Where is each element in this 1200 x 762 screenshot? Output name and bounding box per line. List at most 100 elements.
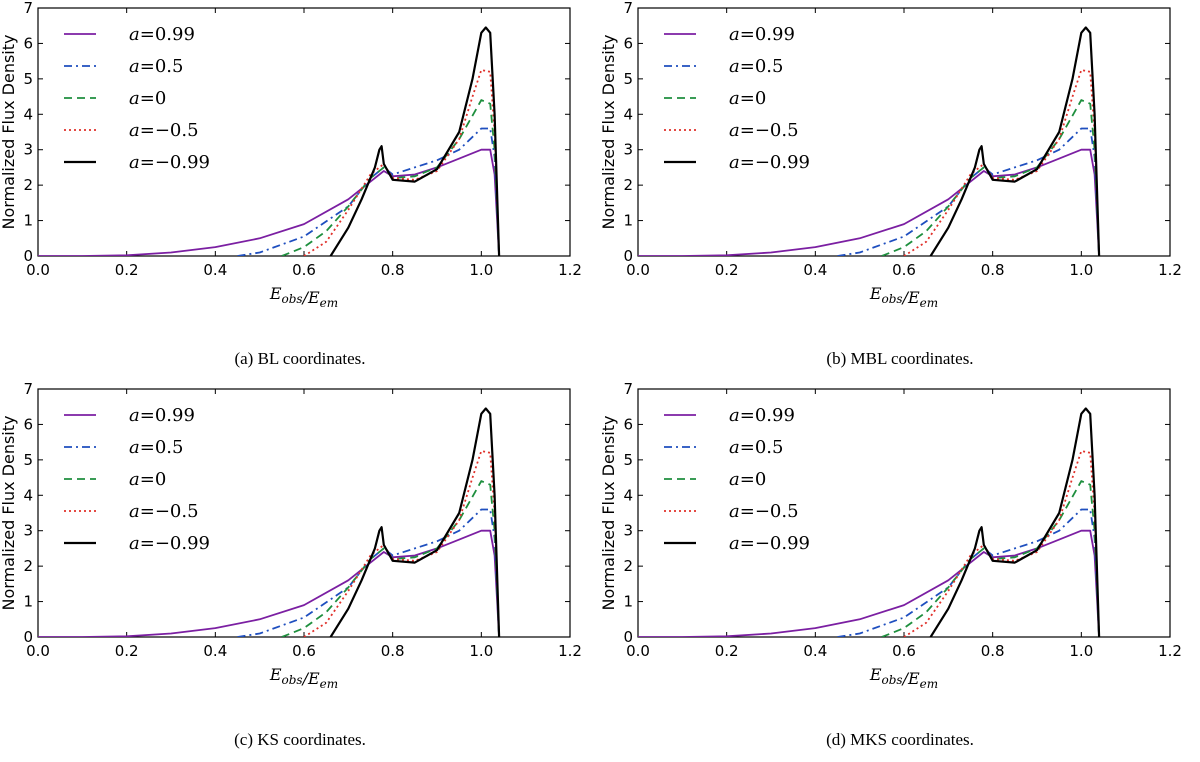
- legend-label: a=−0.5: [129, 501, 199, 522]
- series-line-0: [38, 148, 500, 256]
- x-tick-label: 0.4: [203, 261, 227, 279]
- series-line-3: [903, 69, 1100, 256]
- series-line-1: [237, 508, 500, 637]
- x-tick-label: 1.2: [1158, 261, 1182, 279]
- series-line-3: [303, 69, 500, 256]
- figure-caption: (d) MKS coordinates.: [826, 730, 974, 749]
- x-axis-label: Eobs/Eem: [269, 665, 338, 691]
- y-tick-label: 2: [623, 176, 633, 194]
- y-tick-label: 4: [23, 486, 33, 504]
- chart-svg-c: 0.0 0.2 0.4 0.6 0.8 1.0 1.2 0 1 2 3 4 5 6 7 Normalized …: [0, 381, 582, 749]
- legend-label: a=−0.99: [129, 533, 210, 554]
- x-tick-label: 0.6: [292, 642, 316, 660]
- legend-label: a=0.5: [129, 56, 183, 77]
- x-tick-label: 0.8: [381, 642, 405, 660]
- y-tick-label: 5: [623, 451, 633, 469]
- chart-panel-b: 0.0 0.2 0.4 0.6 0.8 1.0 1.2 0 1 2 3 4 5 6 7 Normalized …: [600, 0, 1200, 381]
- series-line-0: [638, 529, 1100, 637]
- legend-label: a=0: [729, 469, 766, 490]
- y-tick-label: 4: [623, 486, 633, 504]
- y-tick-label: 4: [23, 105, 33, 123]
- y-tick-label: 1: [623, 212, 633, 230]
- y-tick-label: 7: [23, 381, 33, 398]
- y-axis-label: Normalized Flux Density: [0, 416, 18, 611]
- x-tick-label: 0.2: [715, 642, 739, 660]
- figure-caption: (a) BL coordinates.: [234, 349, 365, 368]
- series-line-0: [638, 148, 1100, 256]
- series-line-2: [281, 480, 500, 637]
- y-tick-label: 7: [623, 0, 633, 17]
- y-tick-label: 3: [623, 522, 633, 540]
- y-tick-label: 4: [623, 105, 633, 123]
- y-tick-label: 7: [623, 381, 633, 398]
- y-axis-label: Normalized Flux Density: [600, 416, 618, 611]
- y-tick-label: 6: [623, 34, 633, 52]
- x-tick-label: 0.0: [626, 261, 650, 279]
- legend-label: a=−0.99: [729, 152, 810, 173]
- y-tick-label: 3: [623, 141, 633, 159]
- x-tick-label: 0.4: [803, 261, 827, 279]
- x-tick-label: 1.2: [558, 642, 582, 660]
- y-tick-label: 0: [623, 628, 633, 646]
- series-line-3: [303, 450, 500, 637]
- legend-label: a=−0.5: [729, 120, 799, 141]
- series-line-4: [929, 407, 1101, 637]
- x-tick-label: 0.0: [626, 642, 650, 660]
- series-line-2: [881, 480, 1100, 637]
- legend-label: a=−0.5: [129, 120, 199, 141]
- x-axis-label: Eobs/Eem: [869, 284, 938, 310]
- y-tick-label: 1: [23, 212, 33, 230]
- y-tick-label: 7: [23, 0, 33, 17]
- x-tick-label: 0.6: [892, 261, 916, 279]
- y-tick-label: 3: [23, 141, 33, 159]
- x-tick-label: 1.0: [469, 642, 493, 660]
- x-tick-label: 0.4: [803, 642, 827, 660]
- y-tick-label: 2: [623, 557, 633, 575]
- x-tick-label: 0.8: [381, 261, 405, 279]
- y-tick-label: 1: [623, 593, 633, 611]
- series-line-1: [837, 127, 1100, 256]
- x-tick-label: 0.6: [892, 642, 916, 660]
- y-tick-label: 5: [23, 451, 33, 469]
- series-line-1: [837, 508, 1100, 637]
- chart-panel-d: 0.0 0.2 0.4 0.6 0.8 1.0 1.2 0 1 2 3 4 5 6 7 Normalized …: [600, 381, 1200, 762]
- y-tick-label: 0: [23, 247, 33, 265]
- x-tick-label: 0.6: [292, 261, 316, 279]
- y-tick-label: 1: [23, 593, 33, 611]
- legend-label: a=0.5: [129, 437, 183, 458]
- chart-svg-b: 0.0 0.2 0.4 0.6 0.8 1.0 1.2 0 1 2 3 4 5 6 7 Normalized …: [600, 0, 1182, 368]
- series-line-0: [38, 529, 500, 637]
- y-tick-label: 0: [23, 628, 33, 646]
- legend-label: a=0.5: [729, 56, 783, 77]
- legend-label: a=0: [129, 88, 166, 109]
- x-tick-label: 0.4: [203, 642, 227, 660]
- y-tick-label: 6: [23, 34, 33, 52]
- chart-panel-a: 0.0 0.2 0.4 0.6 0.8 1.0 1.2 0 1 2 3 4 5 6 7 Normalized …: [0, 0, 600, 381]
- legend-label: a=0.99: [129, 24, 195, 45]
- y-tick-label: 6: [23, 415, 33, 433]
- y-tick-label: 6: [623, 415, 633, 433]
- x-tick-label: 0.2: [115, 261, 139, 279]
- x-tick-label: 1.0: [469, 261, 493, 279]
- legend-label: a=0: [729, 88, 766, 109]
- x-axis-label: Eobs/Eem: [869, 665, 938, 691]
- series-line-4: [329, 26, 501, 256]
- figure-caption: (c) KS coordinates.: [234, 730, 366, 749]
- x-tick-label: 1.2: [1158, 642, 1182, 660]
- y-tick-label: 5: [623, 70, 633, 88]
- y-tick-label: 2: [23, 176, 33, 194]
- legend-label: a=0.5: [729, 437, 783, 458]
- x-tick-label: 1.0: [1069, 261, 1093, 279]
- series-line-4: [329, 407, 501, 637]
- legend-label: a=−0.99: [129, 152, 210, 173]
- legend-label: a=0: [129, 469, 166, 490]
- y-tick-label: 5: [23, 70, 33, 88]
- x-tick-label: 0.8: [981, 261, 1005, 279]
- x-tick-label: 0.0: [26, 642, 50, 660]
- legend-label: a=−0.99: [729, 533, 810, 554]
- x-axis-label: Eobs/Eem: [269, 284, 338, 310]
- chart-svg-d: 0.0 0.2 0.4 0.6 0.8 1.0 1.2 0 1 2 3 4 5 6 7 Normalized …: [600, 381, 1182, 749]
- x-tick-label: 0.0: [26, 261, 50, 279]
- x-tick-label: 0.8: [981, 642, 1005, 660]
- figure-caption: (b) MBL coordinates.: [826, 349, 973, 368]
